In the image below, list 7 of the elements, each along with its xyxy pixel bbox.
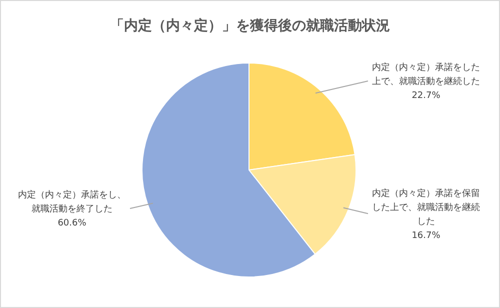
data-label: 22.7% bbox=[412, 91, 441, 102]
data-label: 60.6% bbox=[58, 218, 87, 229]
slice-label: 内定（内々定）承諾を保留した上で、就職活動を継続した bbox=[372, 188, 480, 227]
slice-label: 内定（内々定）承諾をした上で、就職活動を継続した bbox=[372, 62, 480, 88]
chart-title: 「内定（内々定）」を獲得後の就職活動状況 bbox=[110, 17, 390, 34]
slice-label: 内定（内々定）承諾をし、就職活動を終了した bbox=[18, 190, 126, 215]
data-label: 16.7% bbox=[412, 230, 441, 241]
